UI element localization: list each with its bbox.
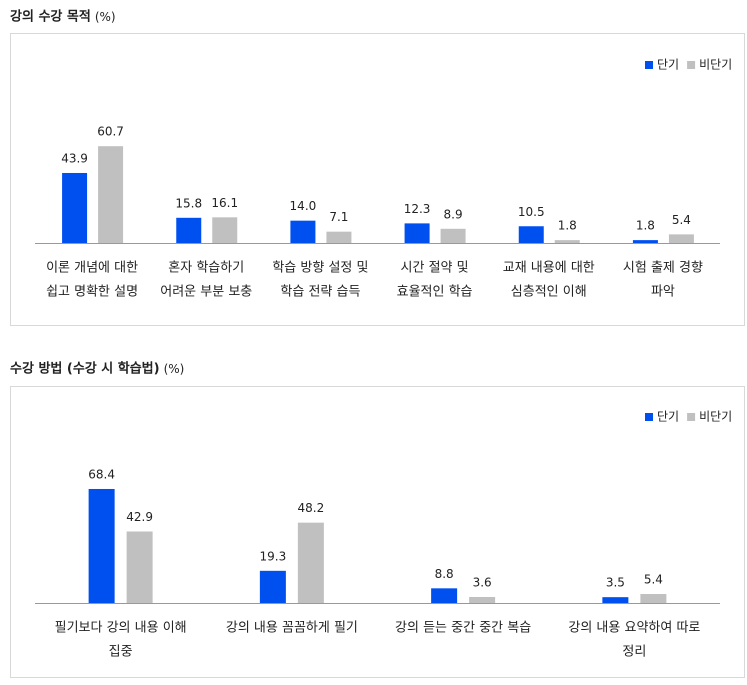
value-label: 48.2: [298, 501, 325, 515]
x-tick-label: 집중: [109, 645, 133, 660]
value-label: 43.9: [61, 151, 88, 165]
bar: [98, 146, 124, 243]
chart-unit: (%): [95, 10, 116, 24]
bar: [404, 223, 430, 243]
x-tick-label: 효율적인 학습: [397, 285, 473, 300]
bar: [440, 228, 466, 243]
chart-title: 수강 방법 (수강 시 학습법) (%): [10, 361, 184, 377]
value-label: 60.7: [97, 125, 124, 139]
bar: [469, 596, 496, 603]
value-label: 3.6: [473, 575, 492, 589]
bar: [126, 531, 153, 603]
bar: [290, 220, 316, 243]
x-tick-label: 어려운 부분 보충: [160, 285, 252, 300]
value-label: 14.0: [290, 199, 317, 213]
value-label: 5.4: [644, 572, 663, 586]
chart-frame: [10, 33, 745, 326]
x-tick-label: 시험 출제 경향: [623, 261, 703, 276]
value-label: 1.8: [636, 219, 655, 233]
bar: [176, 217, 202, 243]
value-label: 7.1: [329, 210, 348, 224]
value-label: 5.4: [672, 213, 691, 227]
bar: [297, 522, 324, 603]
value-label: 16.1: [211, 196, 238, 210]
x-tick-label: 강의 내용 꼼꼼하게 필기: [226, 621, 358, 636]
x-tick-label: 교재 내용에 대한: [503, 261, 595, 276]
value-label: 19.3: [260, 549, 287, 563]
legend-swatch: [645, 61, 653, 69]
value-label: 42.9: [126, 510, 153, 524]
x-tick-label: 심층적인 이해: [511, 285, 587, 300]
value-label: 8.9: [444, 207, 463, 221]
value-label: 68.4: [88, 467, 115, 481]
bar: [88, 488, 115, 603]
legend-label: 단기: [657, 58, 679, 72]
x-tick-label: 학습 방향 설정 및: [272, 261, 368, 276]
x-tick-label: 강의 내용 요약하여 따로: [568, 621, 700, 636]
bar: [62, 172, 88, 243]
bar: [259, 570, 286, 603]
bar: [554, 240, 580, 243]
legend-label: 단기: [657, 410, 679, 424]
bar: [518, 226, 544, 243]
bar: [602, 597, 629, 603]
legend-label: 비단기: [699, 410, 732, 424]
x-tick-label: 시간 절약 및: [401, 261, 469, 276]
bar: [212, 217, 238, 243]
bar: [632, 240, 658, 243]
bar: [326, 231, 352, 243]
x-tick-label: 혼자 학습하기: [168, 261, 244, 276]
chart-unit: (%): [164, 362, 185, 376]
chart-title: 강의 수강 목적 (%): [10, 9, 116, 25]
x-tick-label: 정리: [622, 645, 646, 660]
x-tick-label: 쉽고 명확한 설명: [46, 285, 138, 300]
bar: [431, 588, 458, 603]
value-label: 10.5: [518, 205, 545, 219]
value-label: 3.5: [606, 576, 625, 590]
bar: [640, 593, 667, 603]
x-tick-label: 이론 개념에 대한: [46, 261, 138, 276]
legend-label: 비단기: [699, 58, 732, 72]
legend-swatch: [687, 413, 696, 421]
x-tick-label: 필기보다 강의 내용 이해: [55, 621, 187, 636]
x-tick-label: 파악: [651, 285, 675, 300]
value-label: 1.8: [558, 219, 577, 233]
x-tick-label: 학습 전략 습득: [280, 285, 360, 300]
legend-swatch: [687, 61, 696, 69]
value-label: 15.8: [175, 196, 202, 210]
legend-swatch: [645, 413, 653, 421]
value-label: 8.8: [435, 567, 454, 581]
bar: [668, 234, 694, 243]
x-tick-label: 강의 듣는 중간 중간 복습: [395, 621, 531, 636]
value-label: 12.3: [404, 202, 431, 216]
